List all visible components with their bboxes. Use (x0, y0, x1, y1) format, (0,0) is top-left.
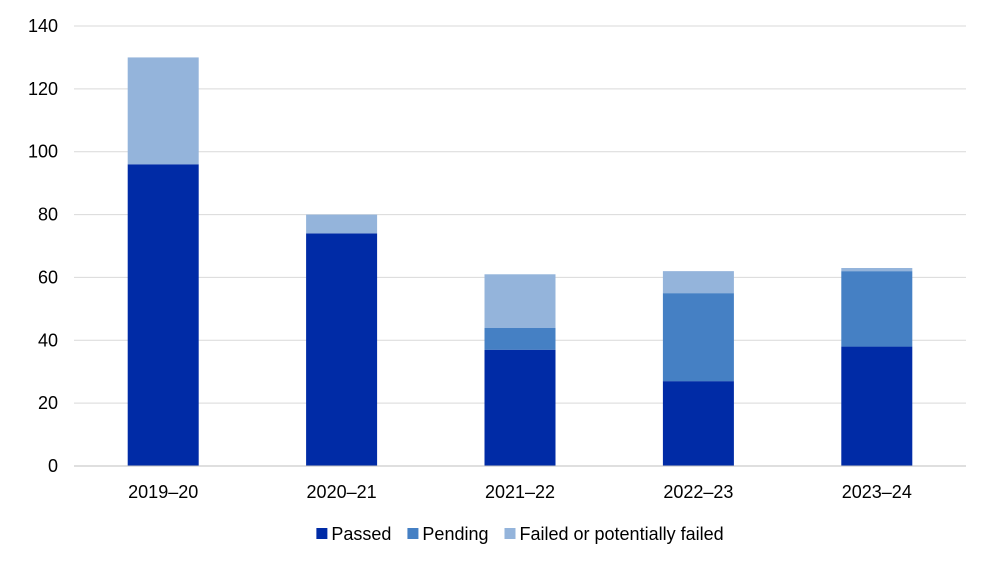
x-tick-label: 2021–22 (485, 482, 555, 502)
legend-item-failed-or-potentially-failed: Failed or potentially failed (504, 524, 724, 544)
bar-segment-pending-3 (662, 293, 734, 382)
x-tick-label: 2023–24 (842, 482, 912, 502)
bar-segment-passed-3 (662, 381, 734, 466)
y-tick-label: 100 (28, 142, 58, 162)
legend-swatch (316, 528, 328, 539)
bar-series (127, 57, 913, 467)
legend-item-passed: Passed (316, 524, 391, 544)
y-tick-label: 60 (38, 267, 58, 287)
bar-segment-pending-4 (841, 271, 913, 347)
x-tick-label: 2022–23 (663, 482, 733, 502)
legend-label: Pending (422, 524, 488, 544)
bar-segment-passed-1 (306, 233, 378, 466)
bar-segment-failed-or-potentially-failed-2 (484, 274, 556, 328)
legend: Passed Pending Failed or potentially faile… (316, 524, 724, 544)
x-tick-label: 2019–20 (128, 482, 198, 502)
bar-segment-failed-or-potentially-failed-3 (662, 271, 734, 294)
legend-item-pending: Pending (407, 524, 488, 544)
legend-swatch (504, 528, 516, 539)
bar-segment-failed-or-potentially-failed-4 (841, 268, 913, 272)
x-tick-label: 2020–21 (307, 482, 377, 502)
bar-segment-passed-2 (484, 349, 556, 466)
y-axis-tick-labels: 0 20 40 60 80 100 120 140 (28, 16, 58, 476)
bar-segment-passed-0 (127, 164, 199, 467)
y-tick-label: 40 (38, 330, 58, 350)
x-axis-tick-labels: 2019–20 2020–21 2021–22 2022–23 2023–24 (128, 482, 912, 502)
legend-label: Passed (331, 524, 391, 544)
bar-segment-passed-4 (841, 346, 913, 466)
bar-segment-failed-or-potentially-failed-1 (306, 214, 378, 234)
y-tick-label: 140 (28, 16, 58, 36)
bar-segment-failed-or-potentially-failed-0 (127, 57, 199, 165)
y-tick-label: 0 (48, 456, 58, 476)
legend-swatch (407, 528, 419, 539)
y-tick-label: 80 (38, 205, 58, 225)
y-tick-label: 120 (28, 79, 58, 99)
legend-label: Failed or potentially failed (519, 524, 723, 544)
y-tick-label: 20 (38, 393, 58, 413)
bar-segment-pending-2 (484, 327, 556, 350)
